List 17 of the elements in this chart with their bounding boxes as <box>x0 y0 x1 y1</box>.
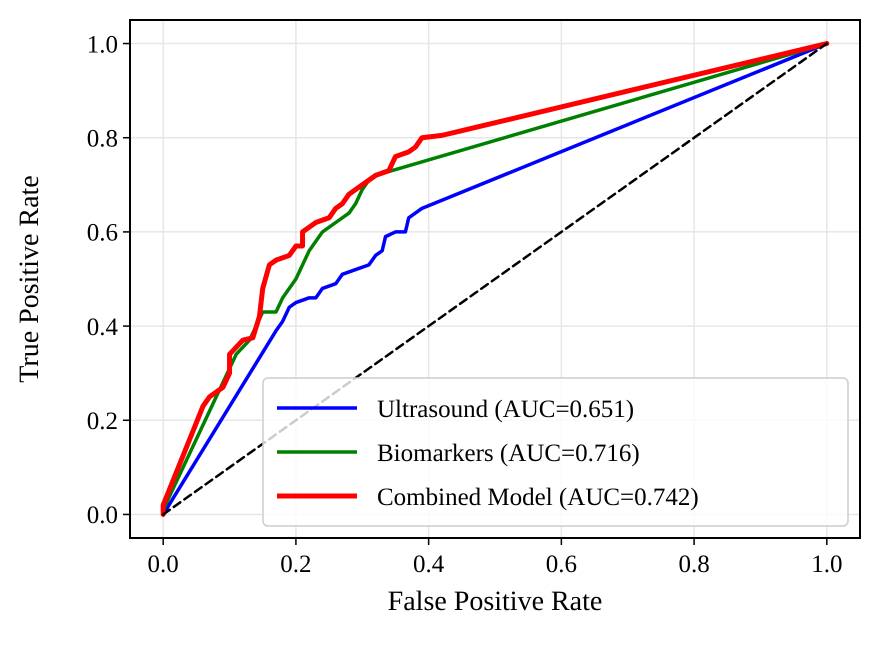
y-tick-label: 1.0 <box>86 31 118 58</box>
x-tick-label: 0.6 <box>546 551 577 578</box>
y-axis-title: True Positive Rate <box>14 175 45 383</box>
x-tick-label: 0.0 <box>148 551 179 578</box>
legend-label: Ultrasound (AUC=0.651) <box>377 396 634 423</box>
x-axis-title: False Positive Rate <box>388 586 602 617</box>
x-tick-label: 0.2 <box>280 551 312 578</box>
legend-label: Combined Model (AUC=0.742) <box>377 484 699 511</box>
y-tick-label: 0.8 <box>86 125 118 152</box>
y-tick-label: 0.0 <box>86 502 118 530</box>
legend-label: Biomarkers (AUC=0.716) <box>377 440 640 467</box>
y-tick-label: 0.4 <box>86 314 118 341</box>
y-tick-label: 0.2 <box>86 408 118 436</box>
x-tick-label: 1.0 <box>811 551 842 578</box>
x-tick-label: 0.4 <box>413 551 445 578</box>
y-tick-label: 0.6 <box>86 220 118 247</box>
x-tick-label: 0.8 <box>678 551 710 578</box>
